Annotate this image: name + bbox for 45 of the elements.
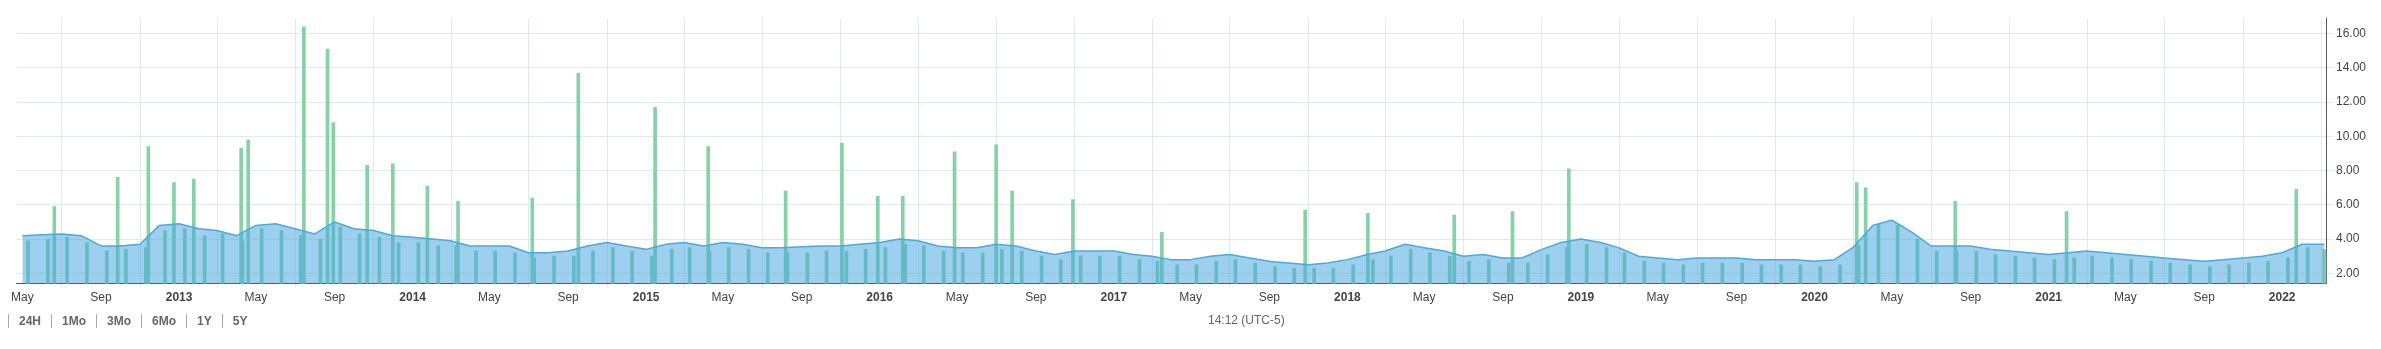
x-tick-label: Sep xyxy=(1025,290,1047,305)
y-tick-label: 12.00 xyxy=(2335,94,2367,109)
y-tick-label: 4.00 xyxy=(2335,231,2360,246)
x-tick-label: Sep xyxy=(1959,290,1982,305)
x-tick-label: May xyxy=(244,290,268,305)
x-tick-label: May xyxy=(2114,290,2137,305)
y-tick-label: 2.00 xyxy=(2335,265,2360,280)
y-tick-label: 6.00 xyxy=(2335,197,2360,212)
x-tick-label: Sep xyxy=(2193,290,2216,305)
x-tick-label: May xyxy=(1412,290,1436,305)
text: 24H xyxy=(8,314,52,328)
x-tick-label: May xyxy=(1179,290,1202,305)
x-tick-label: Sep xyxy=(1492,290,1514,305)
x-tick-label: May xyxy=(11,290,34,305)
x-tick-label: 2018 xyxy=(1334,290,1362,305)
x-tick-label: 2015 xyxy=(632,290,660,305)
x-tick-label: 2019 xyxy=(1567,290,1595,305)
text: 14:12 (UTC-5) xyxy=(1208,313,1285,327)
x-tick-label: 2017 xyxy=(1100,290,1128,305)
text: 1Y xyxy=(186,314,222,328)
x-tick-label: Sep xyxy=(1725,290,1748,305)
x-tick-label: 2013 xyxy=(165,290,193,305)
text: 1Mo xyxy=(51,314,97,328)
x-tick-label: 2022 xyxy=(2268,290,2296,305)
x-tick-label: Sep xyxy=(790,290,813,305)
text: 5Y xyxy=(221,314,258,328)
y-tick-label: 14.00 xyxy=(2335,60,2367,75)
text: 6Mo xyxy=(141,314,187,328)
y-tick-label: 16.00 xyxy=(2335,25,2367,40)
text: 3Mo xyxy=(96,314,142,328)
x-tick-label: May xyxy=(711,290,735,305)
x-tick-label: 2021 xyxy=(2035,290,2063,305)
y-tick-label: 10.00 xyxy=(2335,128,2367,143)
y-tick-label: 8.00 xyxy=(2335,162,2360,177)
x-tick-label: 2020 xyxy=(1801,290,1829,305)
x-tick-label: 2016 xyxy=(866,290,894,305)
x-tick-label: 2014 xyxy=(399,290,427,305)
x-tick-label: Sep xyxy=(1258,290,1281,305)
x-tick-label: Sep xyxy=(90,290,113,305)
x-tick-label: May xyxy=(1880,290,1904,305)
x-tick-label: May xyxy=(1646,290,1670,305)
x-tick-label: May xyxy=(945,290,969,305)
x-tick-label: Sep xyxy=(557,290,580,305)
x-tick-label: Sep xyxy=(323,290,346,305)
x-tick-label: May xyxy=(478,290,501,305)
